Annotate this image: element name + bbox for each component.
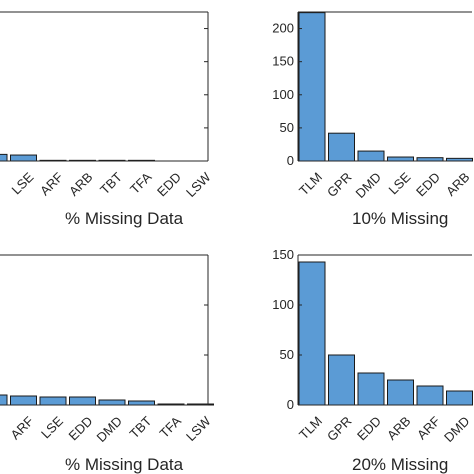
x-tick-label: ARB [443, 169, 473, 199]
y-tick-label: 200 [272, 21, 294, 36]
x-tick-label: ARB [66, 169, 96, 199]
y-tick-label: 50 [280, 347, 294, 362]
x-tick-label: LSW [183, 169, 214, 200]
x-tick-label: LSE [38, 413, 66, 441]
panel-caption: % Missing Data [65, 455, 184, 474]
x-tick-label: ARF [8, 413, 37, 442]
x-tick-label: EDD [413, 169, 443, 199]
bar [357, 150, 385, 162]
panel-caption: 20% Missing [352, 455, 448, 474]
x-tick-label: TBT [97, 169, 125, 197]
bar [357, 372, 385, 406]
bar [328, 354, 355, 406]
x-tick-label: EDD [154, 169, 184, 199]
y-tick-label: 0 [287, 397, 294, 412]
x-tick-label: DMD [352, 169, 384, 201]
x-tick-label: TBT [127, 413, 155, 441]
x-tick-label: GPR [324, 169, 355, 200]
y-tick-label: 100 [272, 297, 294, 312]
bar [298, 261, 326, 406]
x-tick-label: GPR [324, 413, 355, 444]
x-tick-label: TFA [157, 413, 185, 441]
y-tick-label: 0 [287, 153, 294, 168]
x-tick-label: EDD [65, 413, 95, 443]
x-tick-label: EDD [354, 413, 384, 443]
bar [10, 154, 37, 162]
bar [387, 379, 414, 406]
bar [298, 12, 326, 162]
y-tick-label: 150 [272, 247, 294, 262]
x-tick-label: DMD [441, 413, 473, 445]
bar [387, 156, 414, 162]
bar [0, 153, 8, 162]
bar [328, 132, 355, 162]
bar [69, 396, 96, 406]
panel-caption: 10% Missing [352, 209, 448, 228]
x-tick-label: ARB [384, 413, 414, 443]
x-tick-label: LSW [183, 413, 214, 444]
x-tick-label: LSE [9, 169, 37, 197]
x-tick-label: LSE [386, 169, 414, 197]
panel-caption: % Missing Data [65, 209, 184, 228]
bar [39, 396, 67, 406]
x-tick-label: TFA [127, 169, 155, 197]
bar [446, 390, 473, 406]
bar [128, 400, 155, 406]
bar [0, 394, 8, 406]
x-tick-label: TLM [296, 169, 325, 198]
y-tick-label: 100 [272, 87, 294, 102]
x-tick-label: TLM [296, 413, 325, 442]
x-tick-label: DMD [93, 413, 125, 445]
y-tick-label: 50 [280, 120, 294, 135]
x-tick-label: ARF [37, 169, 66, 198]
bar [98, 399, 126, 406]
bar [10, 395, 37, 406]
bar [416, 385, 444, 406]
x-tick-label: ARF [414, 413, 443, 442]
y-tick-label: 150 [272, 54, 294, 69]
